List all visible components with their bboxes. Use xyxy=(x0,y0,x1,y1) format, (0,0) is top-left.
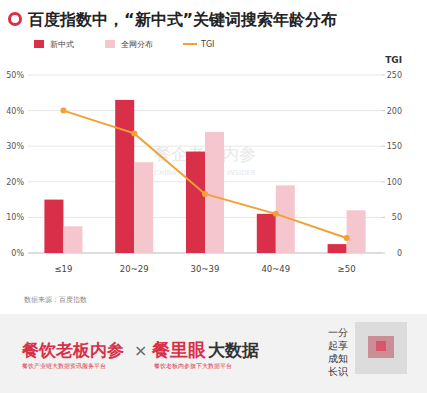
y2-tick-label: 0 xyxy=(397,249,402,258)
y2-tick-label: 150 xyxy=(387,142,402,151)
y-tick-label: 0% xyxy=(11,249,24,258)
bar xyxy=(257,214,276,253)
footer-brand2: 大数据 xyxy=(208,340,259,360)
footer-brand2: 餐里眼 xyxy=(151,339,207,360)
x-tick-label: 40~49 xyxy=(261,264,290,274)
title-icon xyxy=(10,14,21,25)
x-tick-label: ≤19 xyxy=(54,264,72,274)
y-tick-label: 50% xyxy=(6,71,24,80)
line-marker xyxy=(131,130,137,136)
y2-tick-label: 200 xyxy=(387,107,402,116)
y2-tick xyxy=(382,253,385,254)
y-tick-label: 40% xyxy=(6,107,24,116)
y-tick-label: 10% xyxy=(6,213,24,222)
y-tick-label: 20% xyxy=(6,178,24,187)
legend: 新中式 全网分布 TGI xyxy=(34,40,214,49)
qr-code xyxy=(355,322,407,374)
y2-tick xyxy=(382,217,385,218)
x-tick-label: 30~39 xyxy=(191,264,220,274)
y2-tick-label: 250 xyxy=(387,71,402,80)
x-tick-label: ≥50 xyxy=(338,264,356,274)
qr-code xyxy=(376,341,386,351)
y-tick-label: 30% xyxy=(6,142,24,151)
bar xyxy=(205,132,224,253)
line-marker xyxy=(60,108,66,114)
y2-axis-label: TGI xyxy=(385,55,402,65)
y2-tick xyxy=(382,110,385,111)
legend-label: 全网分布 xyxy=(121,40,153,49)
y2-tick xyxy=(382,75,385,76)
legend-swatch xyxy=(183,43,197,45)
grid-line xyxy=(28,75,382,76)
bar xyxy=(347,210,366,253)
y2-tick xyxy=(382,181,385,182)
bar xyxy=(115,100,134,253)
y2-tick xyxy=(382,146,385,147)
legend-swatch xyxy=(105,40,115,48)
footer-cross: × xyxy=(134,341,147,360)
footer-brand: 餐饮老板内参 xyxy=(21,340,124,360)
line xyxy=(63,111,346,238)
source: 数据来源：百度指数 xyxy=(24,296,87,304)
footer-slogan: 起享 xyxy=(328,340,348,351)
bar xyxy=(44,200,63,253)
footer-brand-sub: 餐饮产业链大数据资讯服务平台 xyxy=(22,362,106,369)
y2-tick-label: 50 xyxy=(392,213,402,222)
chart: 百度指数中，“新中式”关键词搜索年龄分布餐企老板内参CHINA RESTAURA… xyxy=(0,0,427,393)
bar xyxy=(186,152,205,253)
plot-area xyxy=(44,100,365,253)
footer-background xyxy=(0,314,427,393)
title: 百度指数中，“新中式”关键词搜索年龄分布 xyxy=(27,10,337,29)
legend-swatch xyxy=(34,40,44,48)
legend-label: 新中式 xyxy=(50,40,74,49)
footer-slogan: 一分 xyxy=(328,327,348,338)
grid-line xyxy=(28,110,382,111)
line-marker xyxy=(202,191,208,197)
line-marker xyxy=(344,235,350,241)
footer: 餐饮老板内参餐饮产业链大数据资讯服务平台 ×餐里眼大数据餐饮老板内参旗下大数据平台… xyxy=(0,314,427,393)
x-tick-label: 20~29 xyxy=(120,264,149,274)
qr-code xyxy=(355,322,407,374)
y2-tick-label: 100 xyxy=(387,178,402,187)
footer-slogan: 长识 xyxy=(328,366,348,377)
bar xyxy=(328,244,347,253)
bar xyxy=(134,162,153,253)
background xyxy=(0,0,427,393)
legend-label: TGI xyxy=(200,40,214,49)
qr-code xyxy=(368,336,394,358)
footer-brand2-sub: 餐饮老板内参旗下大数据平台 xyxy=(154,363,232,369)
line-marker xyxy=(273,211,279,217)
bar xyxy=(63,226,82,253)
footer-slogan: 成知 xyxy=(328,353,348,364)
